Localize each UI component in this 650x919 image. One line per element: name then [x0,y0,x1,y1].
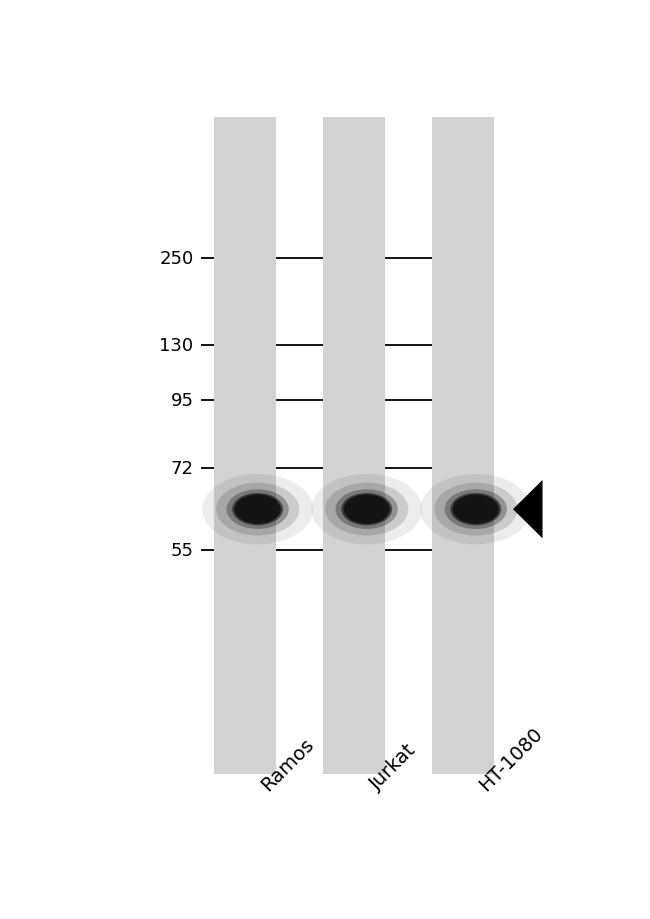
Ellipse shape [341,494,392,526]
Ellipse shape [450,494,501,526]
Ellipse shape [311,474,422,545]
Text: 55: 55 [170,541,194,560]
Text: Ramos: Ramos [257,733,318,793]
Ellipse shape [445,490,507,529]
Text: Jurkat: Jurkat [367,740,420,793]
Bar [323,118,385,774]
Bar [214,118,276,774]
Ellipse shape [434,483,517,536]
Text: 250: 250 [159,250,194,268]
Ellipse shape [421,474,531,545]
Bar [432,118,494,774]
Text: HT-1080: HT-1080 [476,722,547,793]
Ellipse shape [344,495,390,524]
Text: 95: 95 [170,391,194,409]
Ellipse shape [216,483,299,536]
Text: 130: 130 [159,336,194,355]
Ellipse shape [325,483,408,536]
Ellipse shape [202,474,313,545]
Ellipse shape [452,495,499,524]
Ellipse shape [335,490,398,529]
Ellipse shape [226,490,289,529]
Text: 72: 72 [170,460,194,478]
Ellipse shape [232,494,283,526]
Ellipse shape [235,495,281,524]
Polygon shape [513,481,543,539]
